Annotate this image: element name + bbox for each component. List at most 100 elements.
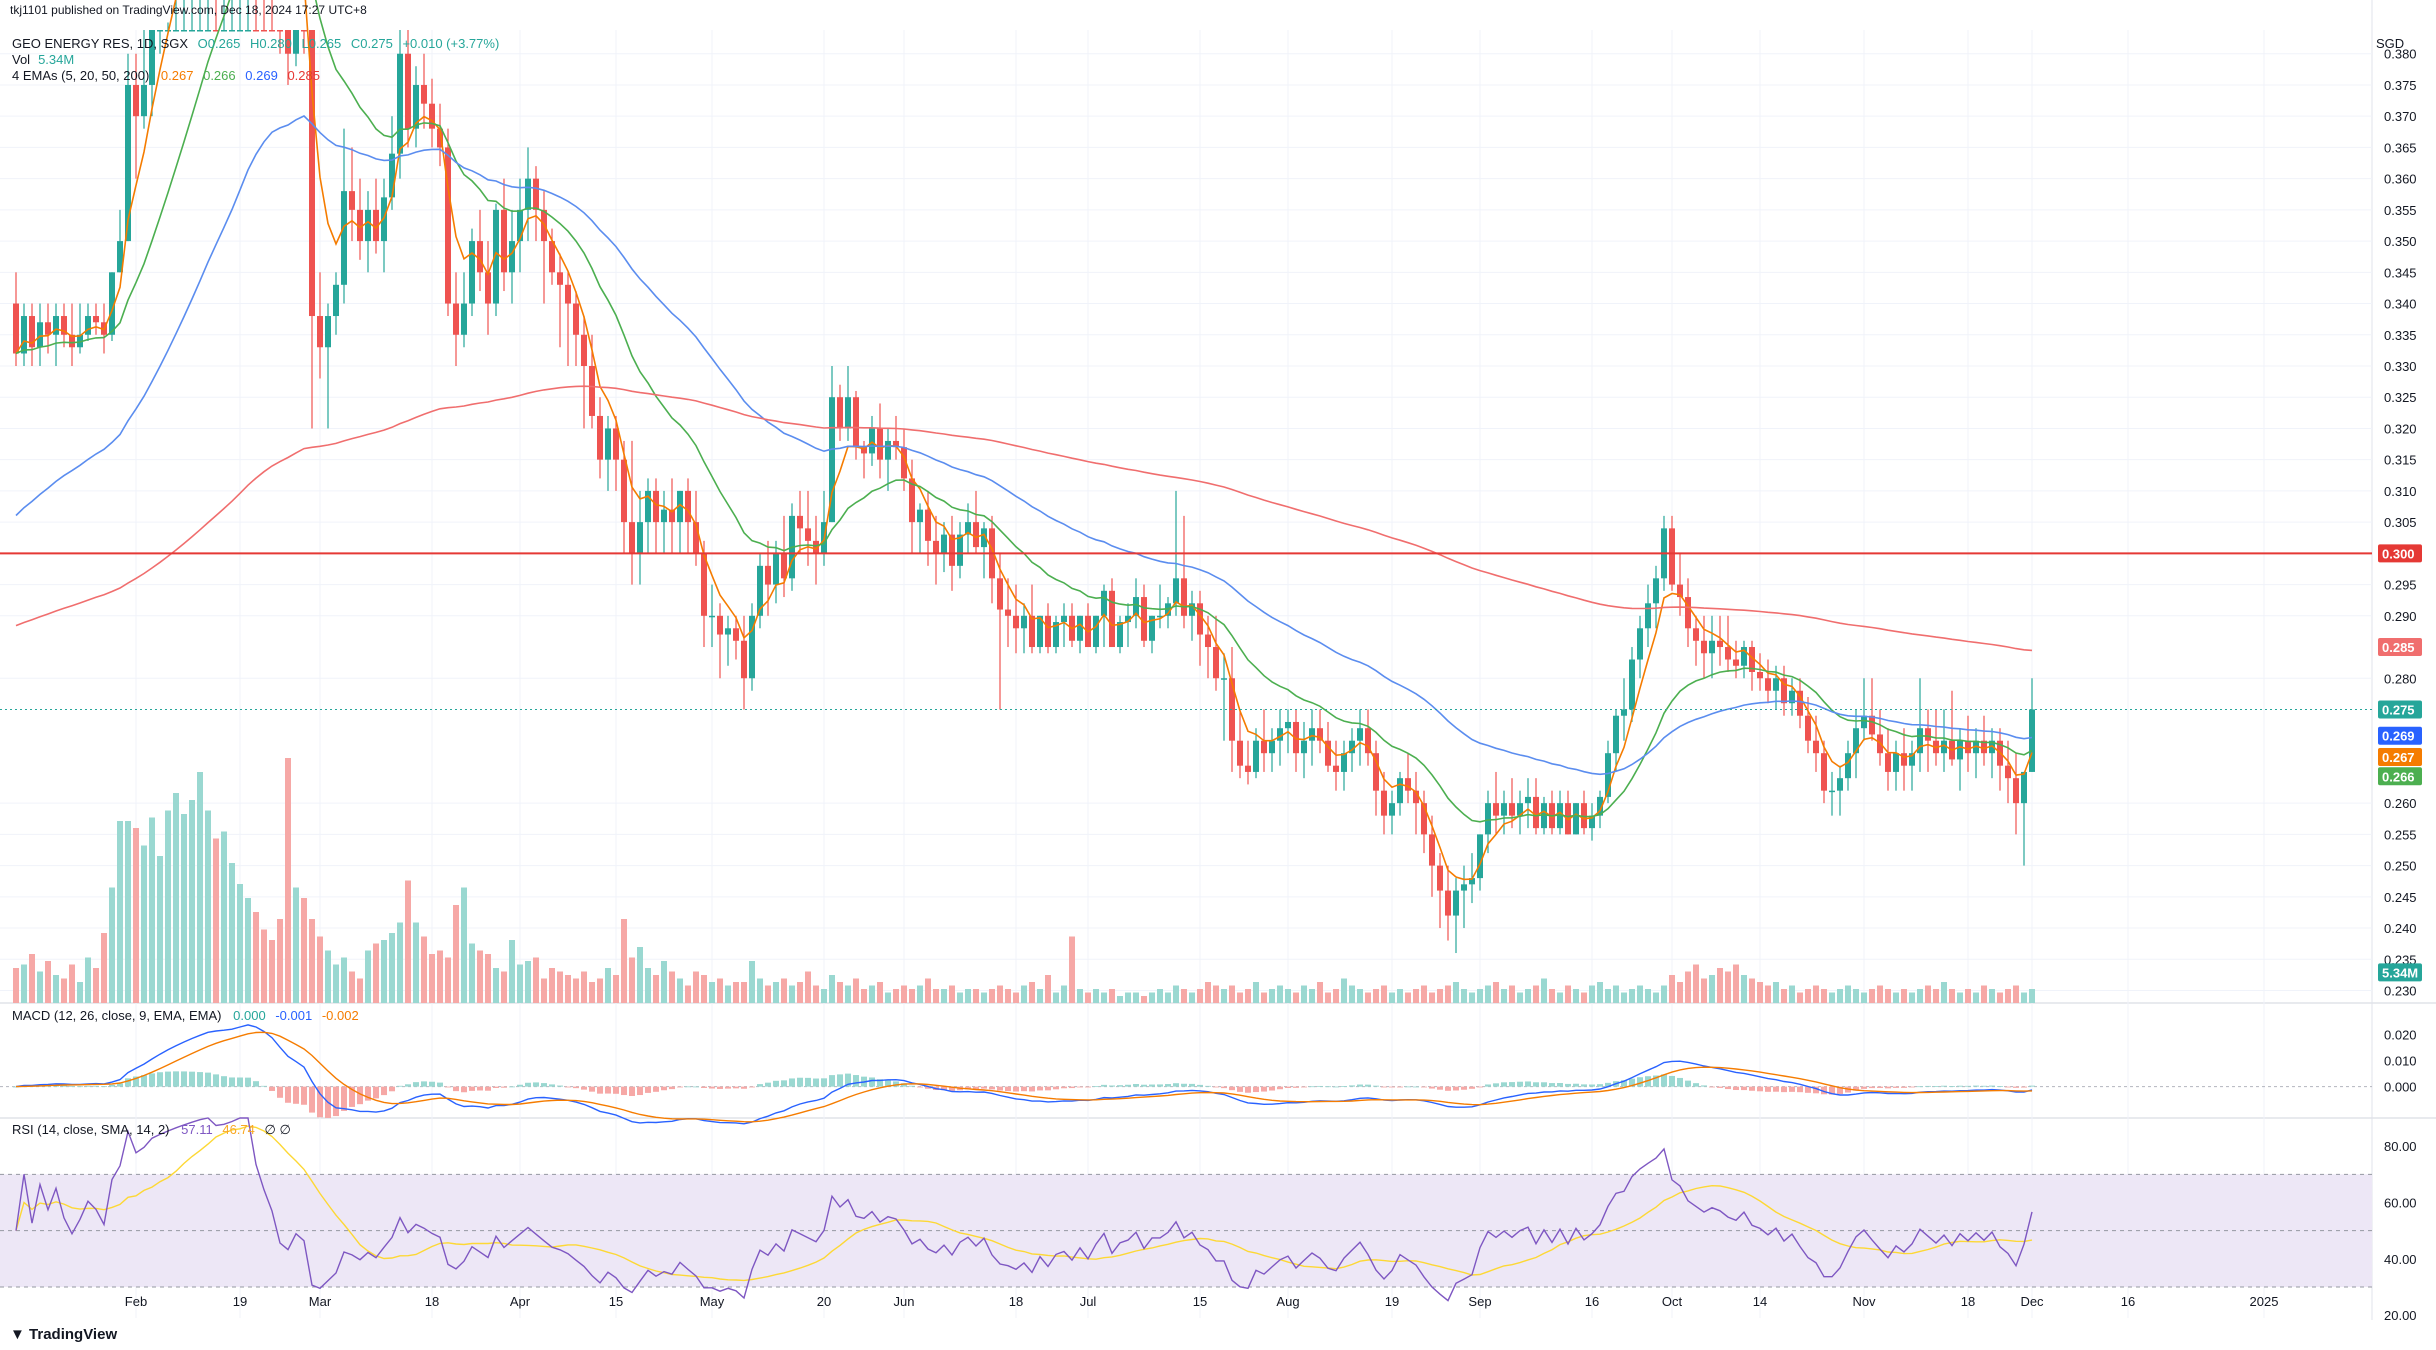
macd-histogram-bar	[1053, 1086, 1059, 1090]
macd-histogram-bar	[741, 1086, 747, 1089]
macd-histogram-bar	[845, 1073, 851, 1087]
candle-body	[1797, 690, 1803, 716]
macd-tick-label: 0.020	[2384, 1027, 2417, 1042]
volume-bar	[917, 985, 923, 1003]
macd-histogram-bar	[1013, 1086, 1019, 1092]
volume-bar	[221, 831, 227, 1003]
ema200-line	[15, 385, 2033, 652]
macd-histogram-bar	[885, 1080, 891, 1087]
macd-histogram-bar	[517, 1084, 523, 1087]
ema5-value: 0.267	[160, 68, 194, 83]
ema-legend[interactable]: 4 EMAs (5, 20, 50, 200) 0.267 0.266 0.26…	[12, 68, 326, 83]
volume-legend[interactable]: Vol 5.34M	[12, 52, 80, 67]
macd-histogram-bar	[1037, 1086, 1043, 1091]
macd-histogram-bar	[1309, 1086, 1315, 1088]
volume-bar	[1461, 989, 1467, 1003]
candle-body	[861, 447, 867, 454]
candle-body	[909, 478, 915, 523]
volume-bar	[389, 933, 395, 1003]
horizontal-line-0-300[interactable]	[0, 552, 2372, 710]
volume-bar	[517, 964, 523, 1003]
volume-bar	[21, 964, 27, 1003]
candle-body	[1773, 678, 1779, 691]
candle-body	[885, 440, 891, 460]
candle-body	[1253, 740, 1259, 772]
candle-body	[957, 534, 963, 566]
rsi-legend[interactable]: RSI (14, close, SMA, 14, 2) 57.11 46.74 …	[12, 1122, 297, 1138]
price-label-box	[2378, 726, 2422, 745]
candle-body	[549, 241, 555, 273]
macd-histogram-bar	[1605, 1082, 1611, 1087]
price-tick-label: 0.305	[2384, 515, 2417, 530]
time-tick-label: Apr	[510, 1294, 531, 1309]
volume-bar	[1413, 989, 1419, 1003]
volume-bar	[1581, 992, 1587, 1003]
macd-histogram-bar	[597, 1086, 603, 1094]
volume-bar	[1373, 989, 1379, 1003]
volume-bar	[693, 971, 699, 1003]
macd-histogram-bar	[1405, 1086, 1411, 1088]
price-label-text: 0.275	[2382, 702, 2415, 717]
volume-bar	[1997, 992, 2003, 1003]
volume-bar	[629, 957, 635, 1003]
macd-legend[interactable]: MACD (12, 26, close, 9, EMA, EMA) 0.000 …	[12, 1008, 365, 1023]
time-tick-label: 18	[425, 1294, 439, 1309]
volume-bar	[1701, 978, 1707, 1003]
macd-signal-value: -0.002	[321, 1008, 359, 1023]
volume-bar	[741, 982, 747, 1003]
macd-histogram-bar	[1909, 1086, 1915, 1088]
macd-histogram-bar	[405, 1084, 411, 1087]
price-axis[interactable]: 0.380 0.375 0.370 0.365 0.360 0.355 0.350 0.345…	[2384, 47, 2417, 1323]
candle-body	[61, 316, 67, 335]
volume-bar	[781, 978, 787, 1003]
candle-body	[1701, 640, 1707, 654]
candle-body	[453, 303, 459, 335]
volume-bar	[525, 961, 531, 1003]
candle-body	[1957, 740, 1963, 760]
time-tick-label: Oct	[1662, 1294, 1683, 1309]
macd-histogram-bar	[565, 1086, 571, 1088]
macd-histogram-bar	[1869, 1086, 1875, 1089]
candle-body	[709, 615, 715, 618]
macd-histogram-bar	[1261, 1086, 1267, 1092]
candle-body	[85, 316, 91, 335]
volume-bar	[1797, 992, 1803, 1003]
candle-body	[205, 30, 211, 32]
volume-bar	[829, 975, 835, 1003]
candle-body	[645, 490, 651, 523]
volume-bar	[1717, 968, 1723, 1003]
macd-histogram-bar	[1069, 1086, 1075, 1089]
candle-body	[1469, 878, 1475, 885]
volume-bar	[733, 982, 739, 1003]
macd-histogram-bar	[1765, 1086, 1771, 1092]
candle-body	[1909, 753, 1915, 766]
macd-histogram-bar	[1677, 1077, 1683, 1087]
volume-bar	[853, 978, 859, 1003]
macd-histogram-bar	[1973, 1085, 1979, 1087]
grid	[0, 0, 2436, 1320]
candle-body	[1637, 628, 1643, 660]
macd-histogram-bar	[189, 1071, 195, 1087]
candle-body	[733, 628, 739, 641]
candle-body	[37, 322, 43, 348]
volume-bar	[421, 936, 427, 1003]
candle-body	[405, 53, 411, 129]
volume-bar	[1789, 985, 1795, 1003]
volume-bar	[285, 758, 291, 1003]
volume-bar	[1013, 992, 1019, 1003]
candle-body	[381, 197, 387, 242]
volume-bar	[1525, 989, 1531, 1003]
candle-body	[1197, 603, 1203, 635]
volume-bar	[205, 810, 211, 1003]
macd-histogram-bar	[1285, 1086, 1291, 1088]
macd-histogram-bar	[13, 1086, 19, 1088]
volume-bar	[1861, 992, 1867, 1003]
macd-histogram-bar	[645, 1086, 651, 1093]
macd-histogram-bar	[901, 1083, 907, 1087]
macd-histogram-bar	[61, 1085, 67, 1087]
candle-body	[1277, 728, 1283, 741]
time-axis[interactable]: Feb 19 Mar 18 Apr 15 May 20 Jun 18 Jul 15 Aug 19 Sep 16…	[125, 1294, 2279, 1309]
candle-body	[1349, 740, 1355, 754]
candle-body	[285, 30, 291, 54]
